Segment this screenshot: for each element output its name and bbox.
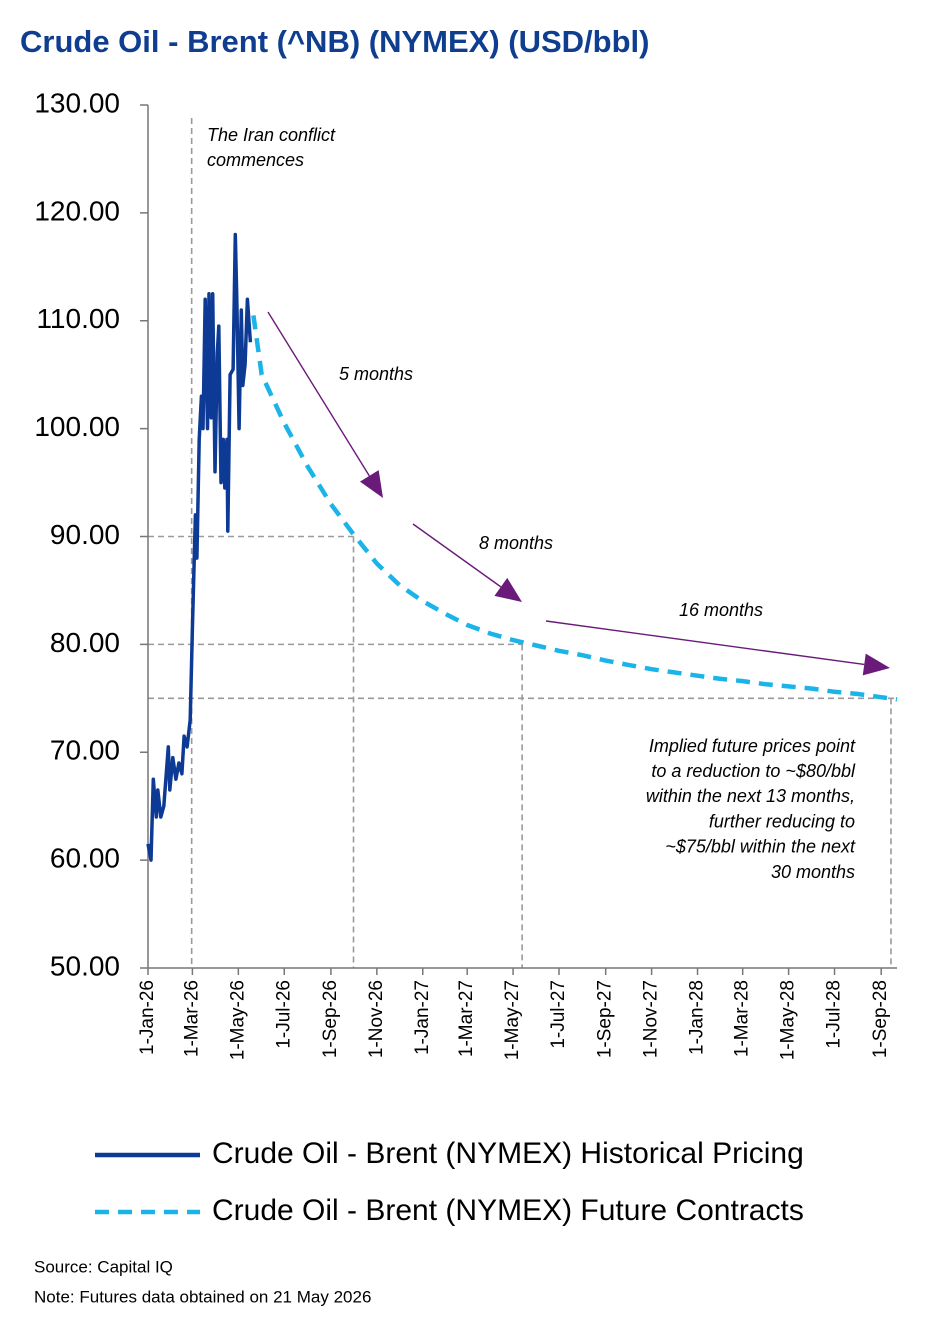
footnote: Note: Futures data obtained on 21 May 20… [34, 1287, 371, 1306]
arrow-label: 8 months [479, 533, 553, 553]
y-tick-label: 90.00 [50, 519, 120, 550]
note-line: 30 months [771, 862, 855, 882]
x-tick-label: 1-Jul-28 [824, 980, 845, 1049]
x-tick-label: 1-May-28 [778, 980, 799, 1060]
x-tick-label: 1-Mar-28 [732, 980, 753, 1057]
x-tick-label: 1-May-26 [227, 980, 248, 1060]
source: Source: Capital IQ [34, 1257, 173, 1276]
arrow-label: 16 months [679, 600, 763, 620]
y-tick-label: 80.00 [50, 627, 120, 658]
x-tick-label: 1-Jan-28 [687, 980, 708, 1055]
x-tick-label: 1-Sep-27 [595, 980, 616, 1058]
y-tick-label: 130.00 [34, 87, 120, 118]
note-line: ~$75/bbl within the next [665, 837, 856, 857]
event-label: The Iran conflict [207, 125, 336, 145]
note-line: Implied future prices point [649, 736, 856, 756]
x-tick-label: 1-Jan-27 [412, 980, 433, 1055]
chart-title: Crude Oil - Brent (^NB) (NYMEX) (USD/bbl… [20, 24, 649, 59]
x-tick-label: 1-Sep-28 [870, 980, 891, 1058]
y-tick-label: 110.00 [36, 303, 120, 334]
x-tick-label: 1-May-27 [502, 980, 523, 1060]
y-tick-label: 50.00 [50, 950, 120, 981]
x-tick-label: 1-Jul-26 [273, 980, 294, 1049]
x-tick-label: 1-Jan-26 [137, 980, 158, 1055]
series-line [146, 232, 253, 862]
x-tick-label: 1-Jul-27 [548, 980, 569, 1049]
note-line: to a reduction to ~$80/bbl [651, 761, 856, 781]
arrow-shaft [412, 523, 502, 588]
x-tick-label: 1-Mar-27 [456, 980, 477, 1057]
y-tick-label: 100.00 [34, 411, 120, 442]
y-tick-label: 120.00 [34, 195, 120, 226]
event-label: commences [207, 150, 304, 170]
x-tick-label: 1-Mar-26 [181, 980, 202, 1057]
arrow-head [862, 653, 890, 676]
x-tick-label: 1-Nov-27 [641, 980, 662, 1058]
arrow-head [494, 577, 522, 602]
x-tick-label: 1-Sep-26 [320, 980, 341, 1058]
legend-label: Crude Oil - Brent (NYMEX) Historical Pri… [212, 1137, 804, 1170]
arrow-label: 5 months [339, 364, 413, 384]
series-line [251, 315, 898, 702]
arrow-shaft [545, 620, 865, 666]
note-line: further reducing to [709, 811, 855, 831]
legend-label: Crude Oil - Brent (NYMEX) Future Contrac… [212, 1194, 804, 1227]
y-tick-label: 70.00 [50, 735, 120, 766]
x-tick-label: 1-Nov-26 [366, 980, 387, 1058]
y-tick-label: 60.00 [50, 843, 120, 874]
arrow-head [359, 470, 383, 498]
note-line: within the next 13 months, [646, 786, 855, 806]
arrow-shaft [267, 311, 370, 477]
